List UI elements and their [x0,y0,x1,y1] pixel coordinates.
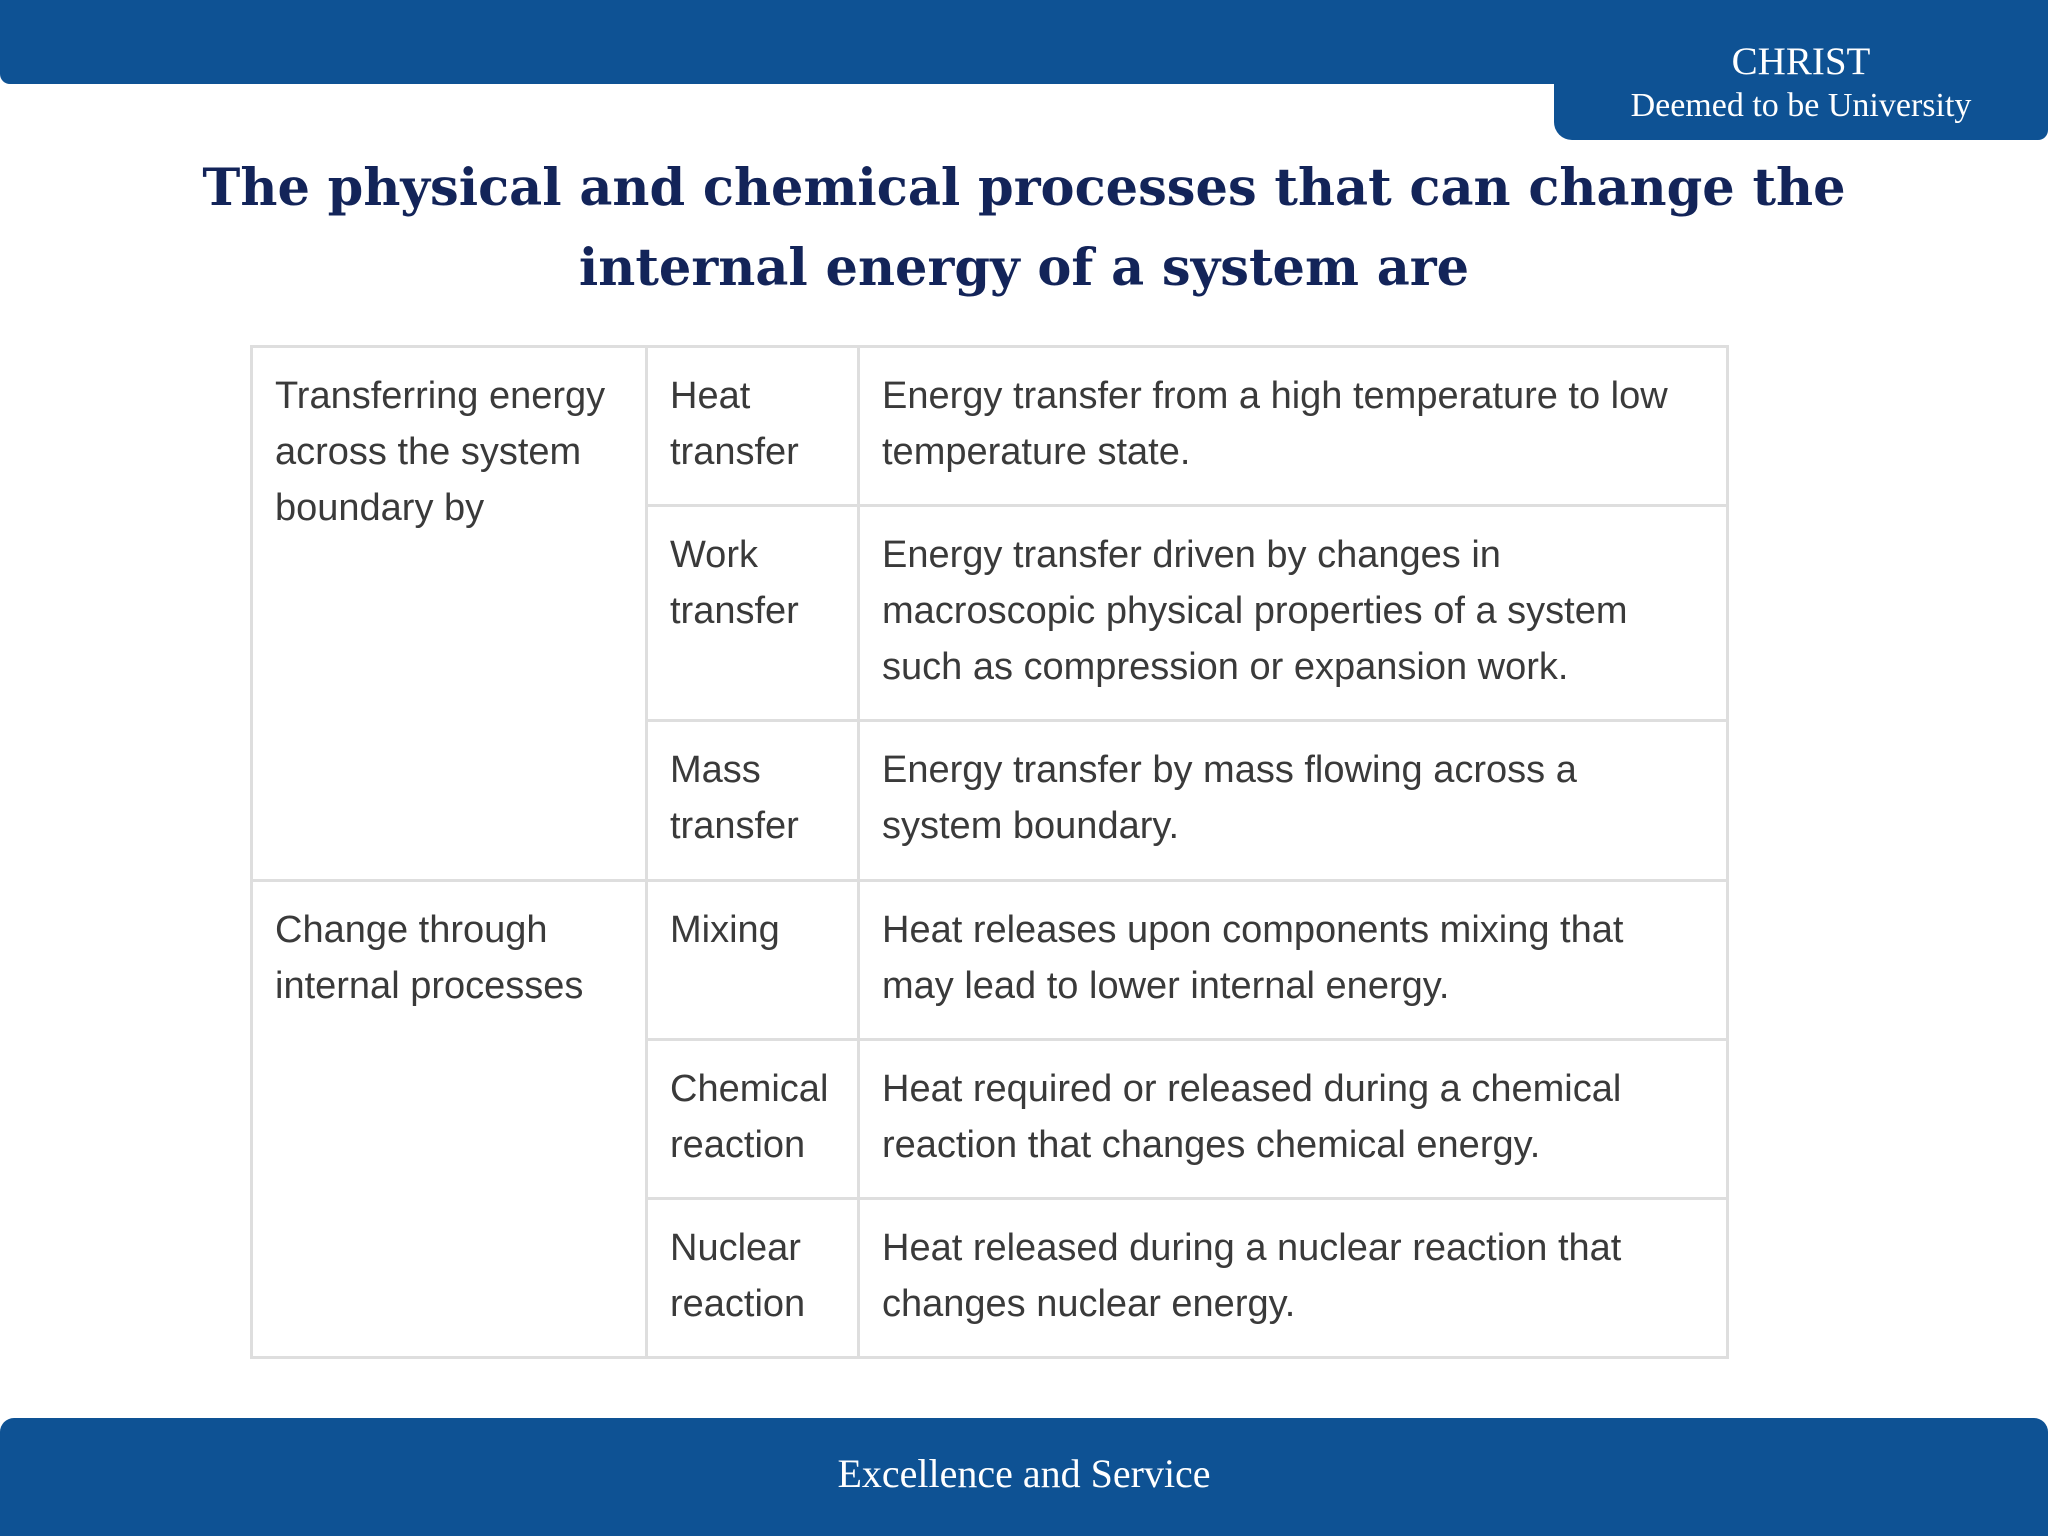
process-cell: Mass transfer [645,719,860,882]
table-row: Nuclear reaction Heat released during a … [252,1197,1729,1359]
description-cell: Heat released during a nuclear reaction … [857,1197,1729,1359]
slide-title: The physical and chemical processes that… [202,158,1846,298]
description-cell: Energy transfer from a high temperature … [857,345,1729,507]
process-cell: Chemical reaction [645,1038,860,1200]
process-cell: Mixing [645,879,860,1041]
university-logo-block: CHRIST Deemed to be University [1554,0,2048,140]
description-cell: Energy transfer driven by changes in mac… [857,504,1729,722]
table-row: Work transfer Energy transfer driven by … [252,504,1729,722]
description-cell: Heat releases upon components mixing tha… [857,879,1729,1041]
process-cell: Heat transfer [645,345,860,507]
table-row: Mass transfer Energy transfer by mass fl… [252,719,1729,882]
university-subtitle: Deemed to be University [1630,87,1972,124]
description-cell: Heat required or released during a chemi… [857,1038,1729,1200]
footer-motto: Excellence and Service [837,1451,1211,1496]
process-cell: Nuclear reaction [645,1197,860,1359]
table-row: Transferring energy across the system bo… [250,345,1729,882]
description-cell: Energy transfer by mass flowing across a… [857,719,1729,882]
footer-bar: Excellence and Service [0,1418,2048,1536]
energy-processes-table: Transferring energy across the system bo… [250,345,1729,1359]
table-row: Change through internal processes Mixing… [250,879,1729,1359]
category-cell: Change through internal processes [250,879,648,1359]
table-row: Chemical reaction Heat required or relea… [252,1038,1729,1200]
category-cell: Transferring energy across the system bo… [250,345,648,882]
university-name: CHRIST [1731,40,1871,83]
process-cell: Work transfer [645,504,860,722]
